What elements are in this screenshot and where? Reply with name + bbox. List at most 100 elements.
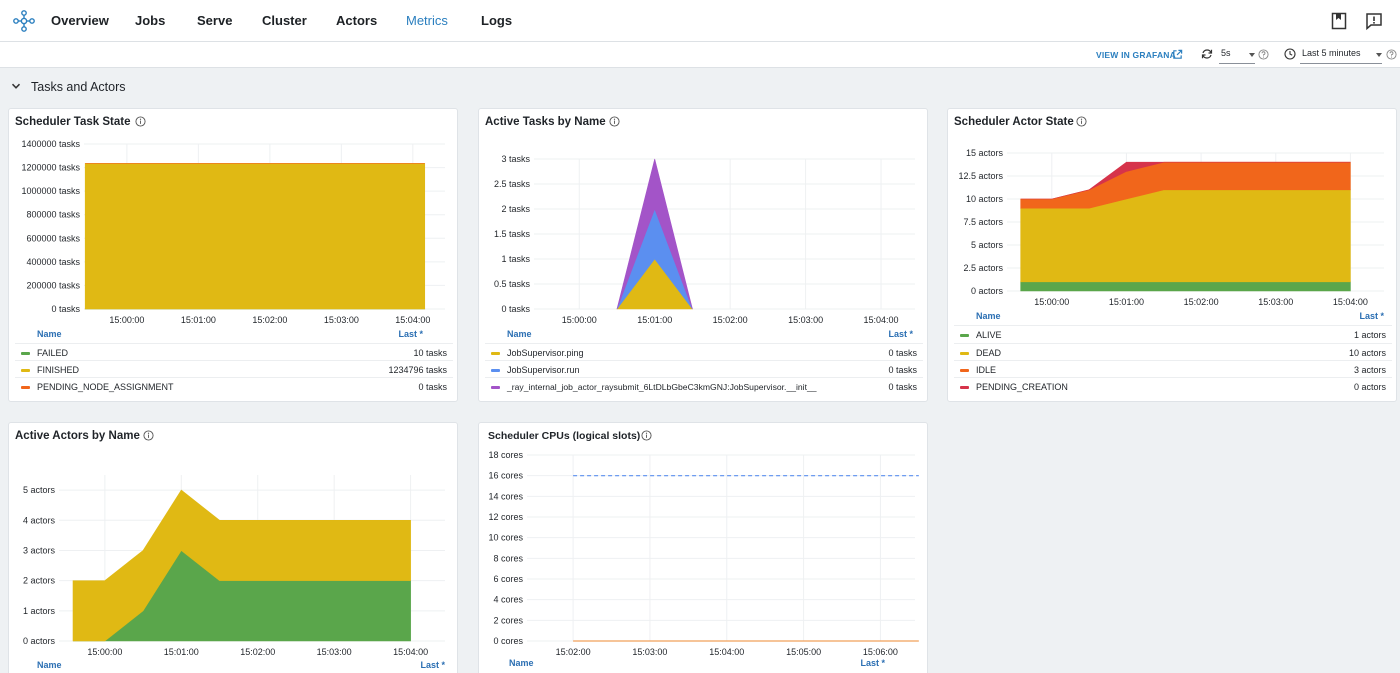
x-tick-label: 15:02:00 [713,315,748,325]
section-title: Tasks and Actors [31,80,126,94]
y-tick-label: 2 cores [493,615,523,625]
y-tick-label: 0 tasks [501,304,530,314]
series-area-2[interactable] [616,158,693,310]
legend-row[interactable]: IDLE 3 actors [954,360,1392,377]
ray-logo-icon[interactable] [12,9,36,33]
y-tick-label: 2 tasks [501,204,530,214]
legend-swatch [960,386,969,389]
scheduler-actor-state-panel: Scheduler Actor State 0 actors 2.5 actors… [947,108,1397,402]
legend-row[interactable]: DEAD 10 actors [954,343,1392,360]
panel-title: Scheduler CPUs (logical slots) [488,430,641,442]
legend-swatch [491,386,500,389]
legend-name-header[interactable]: Name [37,329,62,339]
y-tick-label: 3 tasks [501,154,530,164]
y-tick-label: 0 cores [493,636,523,646]
legend-row[interactable]: JobSupervisor.run 0 tasks [485,360,923,377]
legend-series-value: 0 tasks [888,348,917,358]
y-tick-label: 2.5 tasks [494,179,531,189]
series-area-1[interactable] [84,163,426,310]
legend-row[interactable]: PENDING_CREATION 0 actors [954,377,1392,394]
y-tick-label: 1400000 tasks [21,139,80,149]
legend-series-value: 10 actors [1348,348,1386,358]
y-tick-label: 2 actors [23,576,56,586]
nav-serve[interactable]: Serve [197,13,233,28]
time-range-select[interactable]: Last 5 minutes [1300,46,1382,64]
legend-series-name: IDLE [976,365,997,375]
y-tick-label: 2.5 actors [963,263,1003,273]
series-area-3[interactable] [1020,161,1351,200]
refresh-interval-select[interactable]: 5s [1219,46,1255,64]
clock-icon [1284,48,1296,60]
x-tick-label: 15:03:00 [324,315,359,325]
legend-name-header[interactable]: Name [976,311,1001,321]
x-tick-label: 15:06:00 [863,647,898,657]
legend-series-name: _ray_internal_job_actor_raysubmit_6LtDLb… [507,382,817,392]
legend-name-header[interactable]: Name [509,658,534,668]
x-tick-label: 15:02:00 [556,647,591,657]
legend-series-value: 0 tasks [888,365,917,375]
nav-metrics[interactable]: Metrics [406,13,448,28]
x-tick-label: 15:03:00 [317,647,352,657]
info-icon[interactable] [609,116,620,127]
legend-value-header[interactable]: Last * [398,329,423,339]
active-tasks-by-name-panel: Active Tasks by Name 0 tasks 0.5 tasks 1 t… [478,108,928,402]
nav-actors[interactable]: Actors [336,13,378,28]
y-tick-label: 12 cores [488,512,523,522]
legend-series-value: 0 actors [1353,382,1386,392]
active-tasks-chart: 0 tasks 0.5 tasks 1 tasks 1.5 tasks 2 tasks 2… [494,154,915,325]
legend-row[interactable]: FINISHED 1234796 tasks [15,360,453,377]
x-tick-label: 15:03:00 [1258,297,1293,307]
y-tick-label: 5 actors [23,485,56,495]
nav-cluster[interactable]: Cluster [262,13,307,28]
legend-value-header[interactable]: Last * [420,660,445,670]
legend-row[interactable]: ALIVE 1 actors [954,325,1392,342]
time-range-value: Last 5 minutes [1302,48,1361,58]
legend-series-value: 0 tasks [418,382,447,392]
series-area-1[interactable] [72,489,411,642]
nav-jobs[interactable]: Jobs [135,13,166,28]
info-icon[interactable] [135,116,146,127]
legend-series-name: FINISHED [37,365,80,375]
legend-series-value: 10 tasks [413,348,447,358]
panel-title: Scheduler Actor State [954,116,1074,128]
help-icon[interactable] [1258,49,1269,60]
legend-row[interactable]: JobSupervisor.ping 0 tasks [485,343,923,360]
legend-series-name: PENDING_CREATION [976,382,1068,392]
info-icon[interactable] [641,430,652,441]
actor-state-chart: 0 actors 2.5 actors 5 actors 7.5 actors 10 a… [958,148,1384,307]
legend-value-header[interactable]: Last * [860,658,885,668]
feedback-icon[interactable] [1364,11,1384,31]
view-in-grafana-link[interactable]: VIEW IN GRAFANA [1096,50,1176,60]
external-link-icon[interactable] [1172,49,1183,60]
scheduler-cpus-panel: Scheduler CPUs (logical slots) 0 cores 2 … [478,422,928,673]
legend-value-header[interactable]: Last * [888,329,913,339]
legend-row[interactable]: FAILED 10 tasks [15,343,453,360]
x-tick-label: 15:04:00 [1333,297,1368,307]
x-tick-label: 15:04:00 [709,647,744,657]
nav-logs[interactable]: Logs [481,13,513,28]
docs-icon[interactable] [1329,11,1349,31]
legend-row[interactable]: _ray_internal_job_actor_raysubmit_6LtDLb… [485,377,923,394]
legend-swatch [960,352,969,355]
info-icon[interactable] [1076,116,1087,127]
nav-overview[interactable]: Overview [51,13,109,28]
legend-series-value: 3 actors [1353,365,1386,375]
legend-series-name: ALIVE [976,330,1002,340]
x-tick-label: 15:02:00 [1184,297,1219,307]
legend-name-header[interactable]: Name [507,329,532,339]
collapse-chevron-icon[interactable] [10,80,22,92]
y-tick-label: 18 cores [488,450,523,460]
scheduler-cpus-chart: 0 cores 2 cores 4 cores 6 cores 8 cores 10 co… [488,450,919,657]
y-tick-label: 0 actors [23,636,56,646]
series-area-0[interactable] [1020,281,1351,292]
legend-name-header[interactable]: Name [37,660,62,670]
legend-value-header[interactable]: Last * [1359,311,1384,321]
y-tick-label: 3 actors [23,545,56,555]
x-tick-label: 15:03:00 [788,315,823,325]
help-icon[interactable] [1386,49,1397,60]
x-tick-label: 15:05:00 [786,647,821,657]
x-tick-label: 15:01:00 [1109,297,1144,307]
y-tick-label: 4 cores [493,595,523,605]
info-icon[interactable] [143,430,154,441]
legend-row[interactable]: PENDING_NODE_ASSIGNMENT 0 tasks [15,377,453,394]
